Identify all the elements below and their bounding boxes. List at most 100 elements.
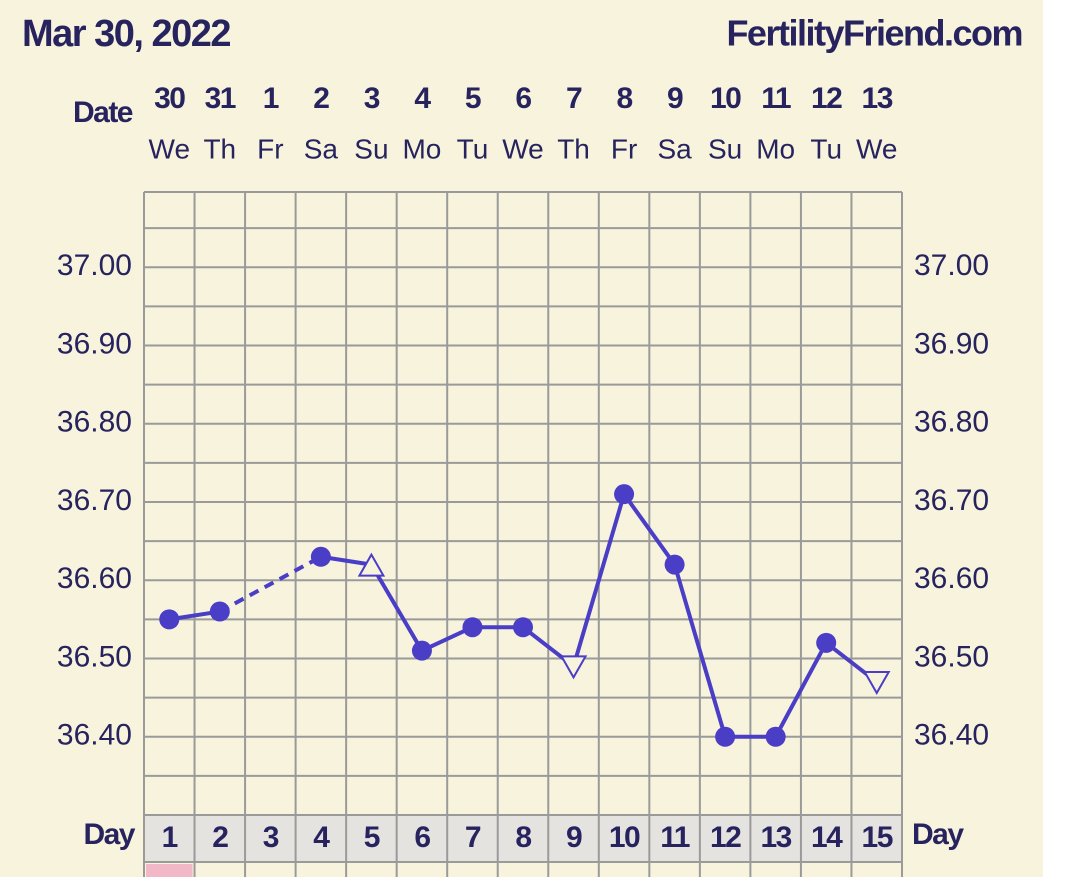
day-number: 5 <box>364 821 380 854</box>
weekday-label: Th <box>203 133 236 164</box>
weekday-label: Tu <box>810 133 842 164</box>
weekday-label: We <box>502 133 544 164</box>
date-label: 12 <box>811 82 842 115</box>
weekday-label: Su <box>354 133 388 164</box>
date-label: 7 <box>566 82 582 115</box>
point <box>209 601 230 622</box>
day-number: 6 <box>414 821 430 854</box>
date-label: 2 <box>313 82 329 115</box>
point-open <box>863 670 891 695</box>
day-cell <box>851 815 902 862</box>
day-number: 2 <box>212 821 228 854</box>
day-label: Day <box>83 818 135 851</box>
day-cell <box>144 815 195 862</box>
date-label: 13 <box>862 82 893 115</box>
weekday-label: Mo <box>756 133 795 164</box>
y-tick-label-right: 37.00 <box>914 249 989 282</box>
date-label: 5 <box>465 82 481 115</box>
point <box>159 609 180 630</box>
date-label: 30 <box>154 82 185 115</box>
day-cell <box>598 815 650 862</box>
date-label: 1 <box>263 82 279 115</box>
day-number: 9 <box>566 821 582 854</box>
date-label: 6 <box>515 82 531 115</box>
day-label-right: Day <box>912 818 964 851</box>
day-number: 14 <box>811 821 843 854</box>
day-cell <box>447 815 498 862</box>
weekday-label: Fr <box>257 133 283 164</box>
weekday-label: Su <box>708 133 742 164</box>
y-tick-label-right: 36.80 <box>914 406 989 439</box>
day-number: 11 <box>660 821 690 854</box>
y-tick-label-right: 36.40 <box>914 719 989 752</box>
y-tick-label: 36.40 <box>57 719 132 752</box>
point <box>462 617 483 638</box>
day-cell <box>497 815 549 862</box>
point <box>816 632 837 653</box>
point <box>310 546 331 567</box>
y-tick-label: 36.80 <box>57 406 132 439</box>
y-tick-label: 37.00 <box>57 249 132 282</box>
y-tick-label: 36.60 <box>57 562 132 595</box>
date-label: 3 <box>364 82 380 115</box>
date-label: 31 <box>205 82 236 115</box>
day-cell <box>245 815 296 862</box>
date-label: Date <box>73 96 133 129</box>
day-number: 15 <box>862 821 893 854</box>
site-name: FertilityFriend.com <box>726 13 1022 54</box>
point-open <box>357 552 386 577</box>
point-open <box>559 655 588 680</box>
cm-cell <box>146 864 193 882</box>
line-segment <box>773 641 828 738</box>
weekday-label: Sa <box>657 133 692 164</box>
day-cell <box>194 815 246 862</box>
line-segment <box>369 563 424 652</box>
line-segment <box>622 493 677 566</box>
weekday-label: We <box>856 133 898 164</box>
point <box>765 726 786 747</box>
day-number: 1 <box>162 821 178 854</box>
line-bridge <box>218 555 322 614</box>
day-number: 8 <box>515 821 531 854</box>
weekday-label: Fr <box>611 133 637 164</box>
weekday-label: Tu <box>457 133 489 164</box>
chart-background <box>0 0 1043 877</box>
day-cell <box>649 815 700 862</box>
date-label: 8 <box>616 82 632 115</box>
point <box>513 617 533 638</box>
line-segment <box>571 493 626 667</box>
y-tick-label: 36.50 <box>57 640 132 673</box>
point <box>614 484 635 505</box>
day-cell <box>346 815 397 862</box>
date-label: 10 <box>710 82 741 115</box>
day-cell <box>295 815 347 862</box>
day-cell <box>699 815 751 862</box>
day-number: 4 <box>313 821 330 854</box>
weekday-label: Th <box>557 133 590 164</box>
y-tick-label: 36.70 <box>57 484 132 517</box>
y-tick-label-right: 36.60 <box>914 562 989 595</box>
weekday-label: We <box>149 133 191 164</box>
day-number: 3 <box>263 821 279 854</box>
day-cell <box>396 815 448 862</box>
day-number: 12 <box>710 821 741 854</box>
weekday-label: Mo <box>402 133 441 164</box>
y-tick-label-right: 36.50 <box>914 640 989 673</box>
day-cell <box>548 815 599 862</box>
day-number: 13 <box>760 821 791 854</box>
day-number: 10 <box>609 821 640 854</box>
point <box>715 726 736 747</box>
date-label: 11 <box>761 82 791 115</box>
day-number: 7 <box>465 821 481 854</box>
date-label: 9 <box>667 82 683 115</box>
point <box>664 554 685 575</box>
weekday-label: Sa <box>304 133 339 164</box>
day-cell <box>750 815 801 862</box>
chart-title: Mar 30, 2022 <box>22 13 230 55</box>
day-cell <box>800 815 852 862</box>
point <box>411 640 432 661</box>
line-segment <box>672 564 728 738</box>
y-tick-label-right: 36.70 <box>914 484 989 517</box>
